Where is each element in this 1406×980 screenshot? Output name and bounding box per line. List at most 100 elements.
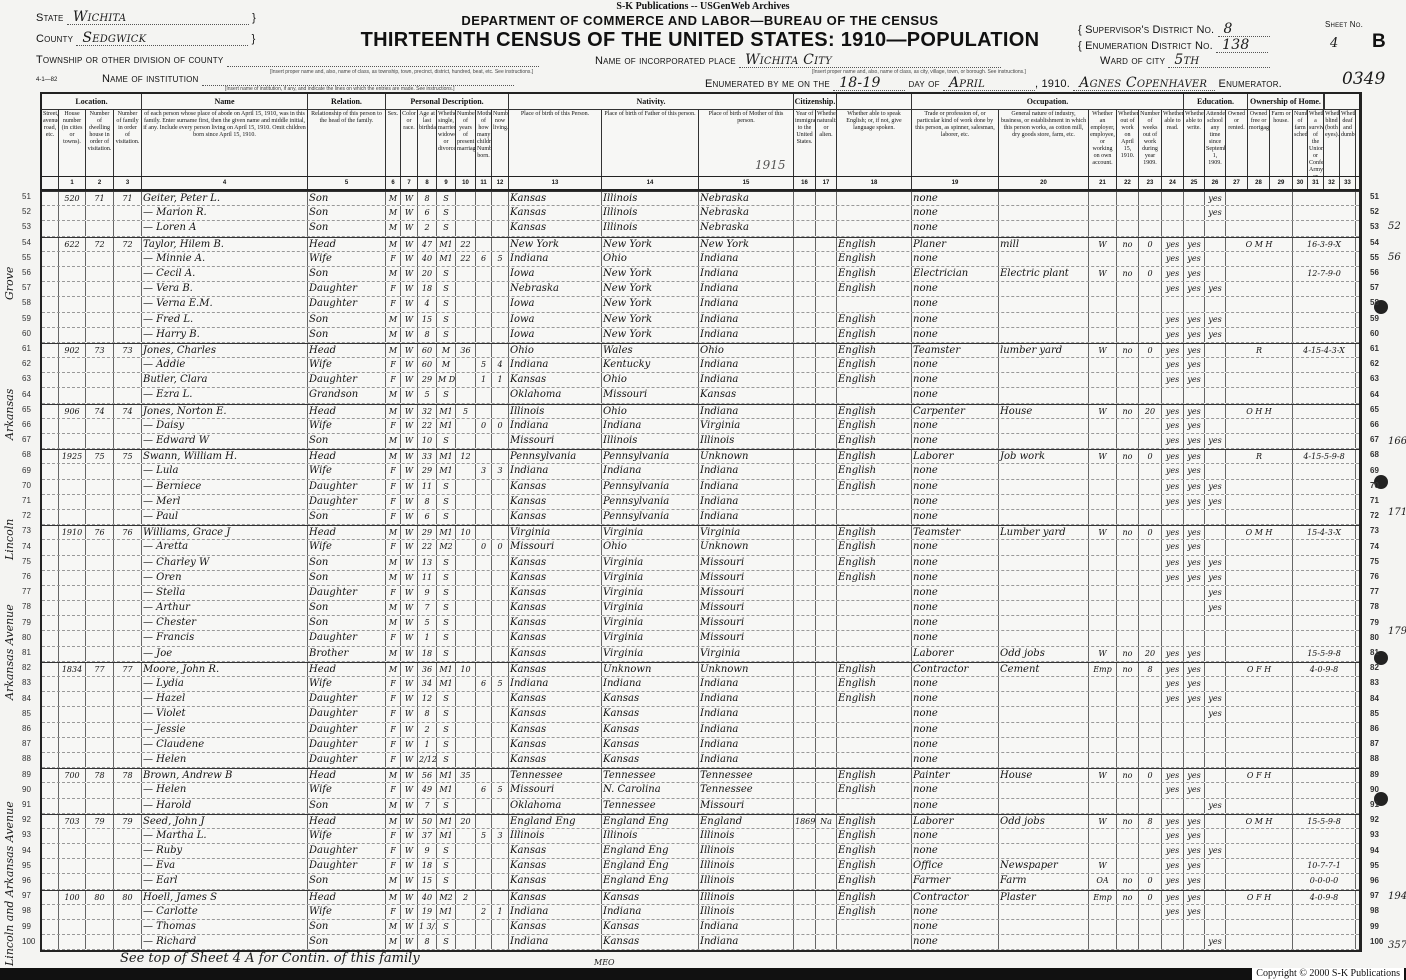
cell-out <box>1117 192 1139 206</box>
cell-school: yes <box>1205 798 1226 813</box>
cell-street <box>42 555 59 570</box>
cell-mbp: Nebraska <box>699 206 794 221</box>
cell-out: no <box>1117 646 1139 661</box>
cell-born <box>476 874 492 889</box>
cell-out <box>1117 434 1139 449</box>
cell-color: W <box>401 540 418 555</box>
cell-ym <box>456 585 476 601</box>
cell-mbp: Illinois <box>699 890 794 904</box>
cell-write <box>1184 752 1205 768</box>
line-number: 90 <box>1370 784 1379 794</box>
cell-lang: English <box>837 570 912 585</box>
cell-fam <box>114 631 142 646</box>
cell-trade: none <box>912 373 999 388</box>
column-number: 18 <box>837 177 912 189</box>
cell-out <box>1117 585 1139 601</box>
column-header: General nature of industry, business, or… <box>999 110 1089 176</box>
cell-born <box>476 769 492 783</box>
cell-fbp: Wales <box>602 343 699 358</box>
cell-out <box>1117 282 1139 297</box>
cell-name: — Martha L. <box>142 828 308 844</box>
cell-ind: Cement <box>999 662 1089 676</box>
cell-read <box>1162 297 1184 312</box>
cell-ind <box>999 312 1089 327</box>
cell-ind <box>999 692 1089 707</box>
cell-mbp: Missouri <box>699 601 794 616</box>
cell-liv <box>492 570 509 585</box>
cell-color: W <box>401 616 418 631</box>
cell-read: yes <box>1162 692 1184 707</box>
cell-home: O M H <box>1226 814 1293 828</box>
cell-ym <box>456 631 476 646</box>
cell-house <box>59 358 86 373</box>
cell-lang: English <box>837 555 912 570</box>
cell-mbp: Indiana <box>699 297 794 312</box>
cell-sex: M <box>386 526 401 540</box>
cell-emp <box>1089 464 1117 479</box>
cell-out: no <box>1117 769 1139 783</box>
line-number: 79 <box>22 617 31 627</box>
line-number: 92 <box>1370 815 1379 825</box>
cell-sex: M <box>386 192 401 206</box>
cell-codes <box>1293 312 1356 327</box>
cell-nat <box>816 192 837 206</box>
table-row: — Daisy Wife F W 22 M1 0 0 Indiana Indiana Virgini… <box>42 418 1359 434</box>
cell-name: — Loren A <box>142 221 308 236</box>
cell-fam <box>114 707 142 722</box>
cell-house <box>59 297 86 312</box>
ward-field: Ward of city 5th <box>1100 53 1271 68</box>
cell-ind <box>999 783 1089 798</box>
cell-rel: Son <box>308 874 386 889</box>
cell-imm <box>794 570 816 585</box>
line-number: 68 <box>22 450 31 460</box>
margin-mark: 357 <box>1388 940 1406 951</box>
cell-wks <box>1139 935 1162 950</box>
cell-dw <box>86 464 114 479</box>
cell-ind: Odd jobs <box>999 646 1089 661</box>
cell-age: 47 <box>418 237 437 251</box>
cell-mbp: Indiana <box>699 920 794 935</box>
cell-out <box>1117 677 1139 692</box>
cell-nat <box>816 434 837 449</box>
line-number: 54 <box>1370 237 1379 247</box>
cell-lang: English <box>837 904 912 919</box>
cell-name: — Francis <box>142 631 308 646</box>
cell-codes <box>1293 297 1356 312</box>
cell-color: W <box>401 677 418 692</box>
column-header: Place of birth of this Person. <box>509 110 602 176</box>
cell-house <box>59 312 86 327</box>
cell-street <box>42 707 59 722</box>
cell-school: yes <box>1205 282 1226 297</box>
cell-emp <box>1089 192 1117 206</box>
column-header: Whether out of work on April 15, 1910. <box>1117 110 1139 176</box>
column-header: Whether deaf and dumb. <box>1340 110 1356 176</box>
cell-age: 11 <box>418 570 437 585</box>
cell-street <box>42 526 59 540</box>
cell-lang <box>837 631 912 646</box>
column-header: Number now living. <box>492 110 509 176</box>
line-number: 80 <box>22 632 31 642</box>
cell-read: yes <box>1162 783 1184 798</box>
line-number: 73 <box>1370 526 1379 536</box>
cell-lang: English <box>837 526 912 540</box>
cell-ind <box>999 585 1089 601</box>
cell-trade: none <box>912 297 999 312</box>
cell-dw <box>86 206 114 221</box>
cell-sex: M <box>386 206 401 221</box>
column-header: Whether single, married, widowed, or div… <box>437 110 456 176</box>
cell-ym <box>456 920 476 935</box>
cell-born <box>476 646 492 661</box>
line-number: 72 <box>1370 511 1379 521</box>
cell-imm <box>794 192 816 206</box>
cell-ym <box>456 434 476 449</box>
cell-fbp: Kansas <box>602 707 699 722</box>
cell-dw <box>86 418 114 433</box>
cell-street <box>42 282 59 297</box>
cell-rel: Head <box>308 450 386 464</box>
cell-born <box>476 526 492 540</box>
cell-street <box>42 509 59 525</box>
cell-color: W <box>401 890 418 904</box>
cell-emp: W <box>1089 343 1117 358</box>
margin-street-note: Lincoln and Arkansas Avenue <box>3 801 16 966</box>
cell-sex: M <box>386 769 401 783</box>
